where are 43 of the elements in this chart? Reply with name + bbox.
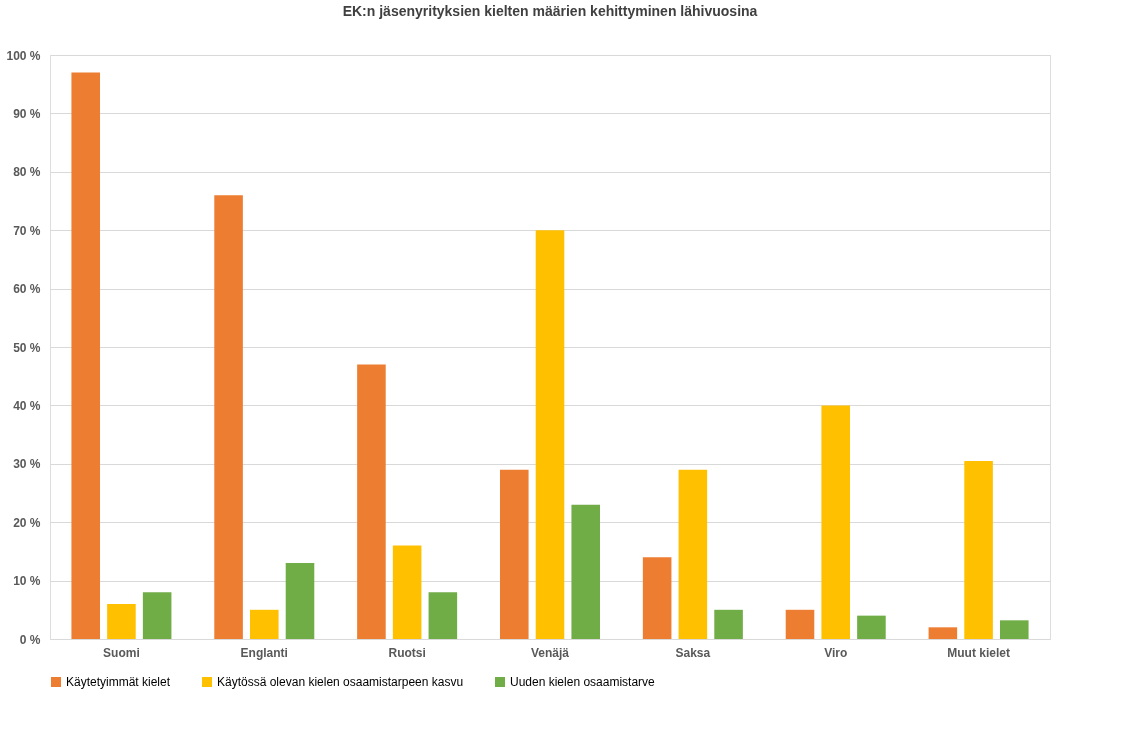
y-tick-label: 20 % [13, 515, 41, 530]
bar [821, 405, 850, 639]
y-tick-label: 40 % [13, 398, 41, 413]
x-tick-label: Saksa [675, 645, 711, 660]
x-tick-label: Venäjä [530, 645, 570, 660]
bar [214, 195, 243, 639]
legend-label: Käytetyimmät kielet [66, 675, 171, 689]
bar [964, 460, 993, 639]
y-tick-label: 80 % [13, 165, 41, 180]
bar [642, 557, 672, 639]
x-tick-label: Ruotsi [388, 645, 426, 660]
legend-label: Käytössä olevan kielen osaamistarpeen kasvu [217, 675, 464, 689]
y-tick-label: 30 % [13, 457, 41, 472]
bar [392, 545, 422, 639]
x-tick-label: Suomi [103, 645, 140, 660]
y-tick-label: 100 % [6, 48, 41, 63]
bar [142, 592, 172, 639]
bar [928, 627, 958, 639]
y-tick-label: 0 % [19, 632, 41, 647]
bar [1000, 620, 1029, 639]
chart-title: EK:n jäsenyrityksien kielten määrien kehittyminen lähivuosina [342, 3, 758, 19]
y-tick-label: 70 % [13, 223, 41, 238]
bar [714, 609, 743, 639]
bar [71, 72, 100, 639]
bar [107, 603, 136, 639]
bar [535, 230, 565, 639]
bar [250, 609, 279, 639]
bar [357, 364, 386, 639]
bar [285, 563, 315, 639]
y-tick-label: 10 % [13, 574, 41, 589]
x-tick-label: Viro [824, 645, 848, 660]
y-tick-label: 50 % [13, 340, 41, 355]
bar [571, 504, 600, 639]
bar [428, 592, 458, 639]
y-tick-label: 60 % [13, 282, 41, 297]
bar [500, 469, 529, 639]
y-tick-label: 90 % [13, 106, 41, 121]
x-tick-label: Muut kielet [947, 645, 1010, 660]
bar [678, 469, 708, 639]
legend-label: Uuden kielen osaamistarve [510, 675, 656, 689]
bar [857, 615, 886, 639]
bar [785, 609, 815, 639]
x-tick-label: Englanti [240, 645, 288, 660]
